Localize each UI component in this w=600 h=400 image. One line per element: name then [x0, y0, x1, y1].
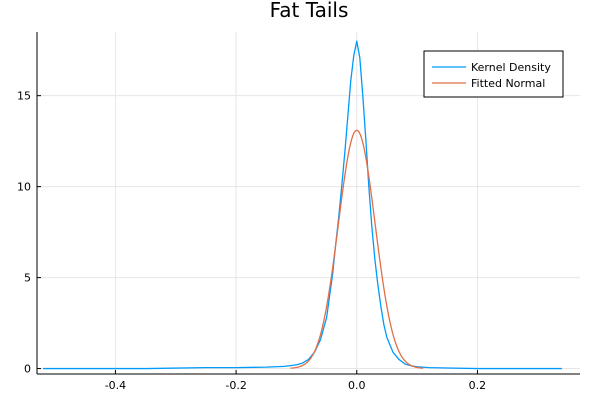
series-layer	[43, 40, 562, 370]
legend-label-kernel-density: Kernel Density	[471, 61, 551, 74]
legend-label-fitted-normal: Fitted Normal	[471, 77, 545, 90]
x-tick-label: 0.0	[348, 379, 366, 392]
series-fitted-normal-line	[290, 129, 424, 369]
y-tick-label: 10	[17, 181, 31, 194]
legend: Kernel Density Fitted Normal	[423, 50, 564, 98]
y-tick-label: 5	[24, 272, 31, 285]
axes	[36, 32, 580, 375]
y-tick-label: 0	[24, 363, 31, 376]
chart-title: Fat Tails	[270, 0, 349, 22]
x-tick-label: 0.2	[469, 379, 487, 392]
x-tick-label: -0.4	[105, 379, 126, 392]
y-tick-label: 15	[17, 90, 31, 103]
x-tick-label: -0.2	[225, 379, 246, 392]
legend-box	[423, 50, 564, 98]
ticks: -0.4 -0.2 0.0 0.2 0 5 10 15	[17, 90, 486, 392]
